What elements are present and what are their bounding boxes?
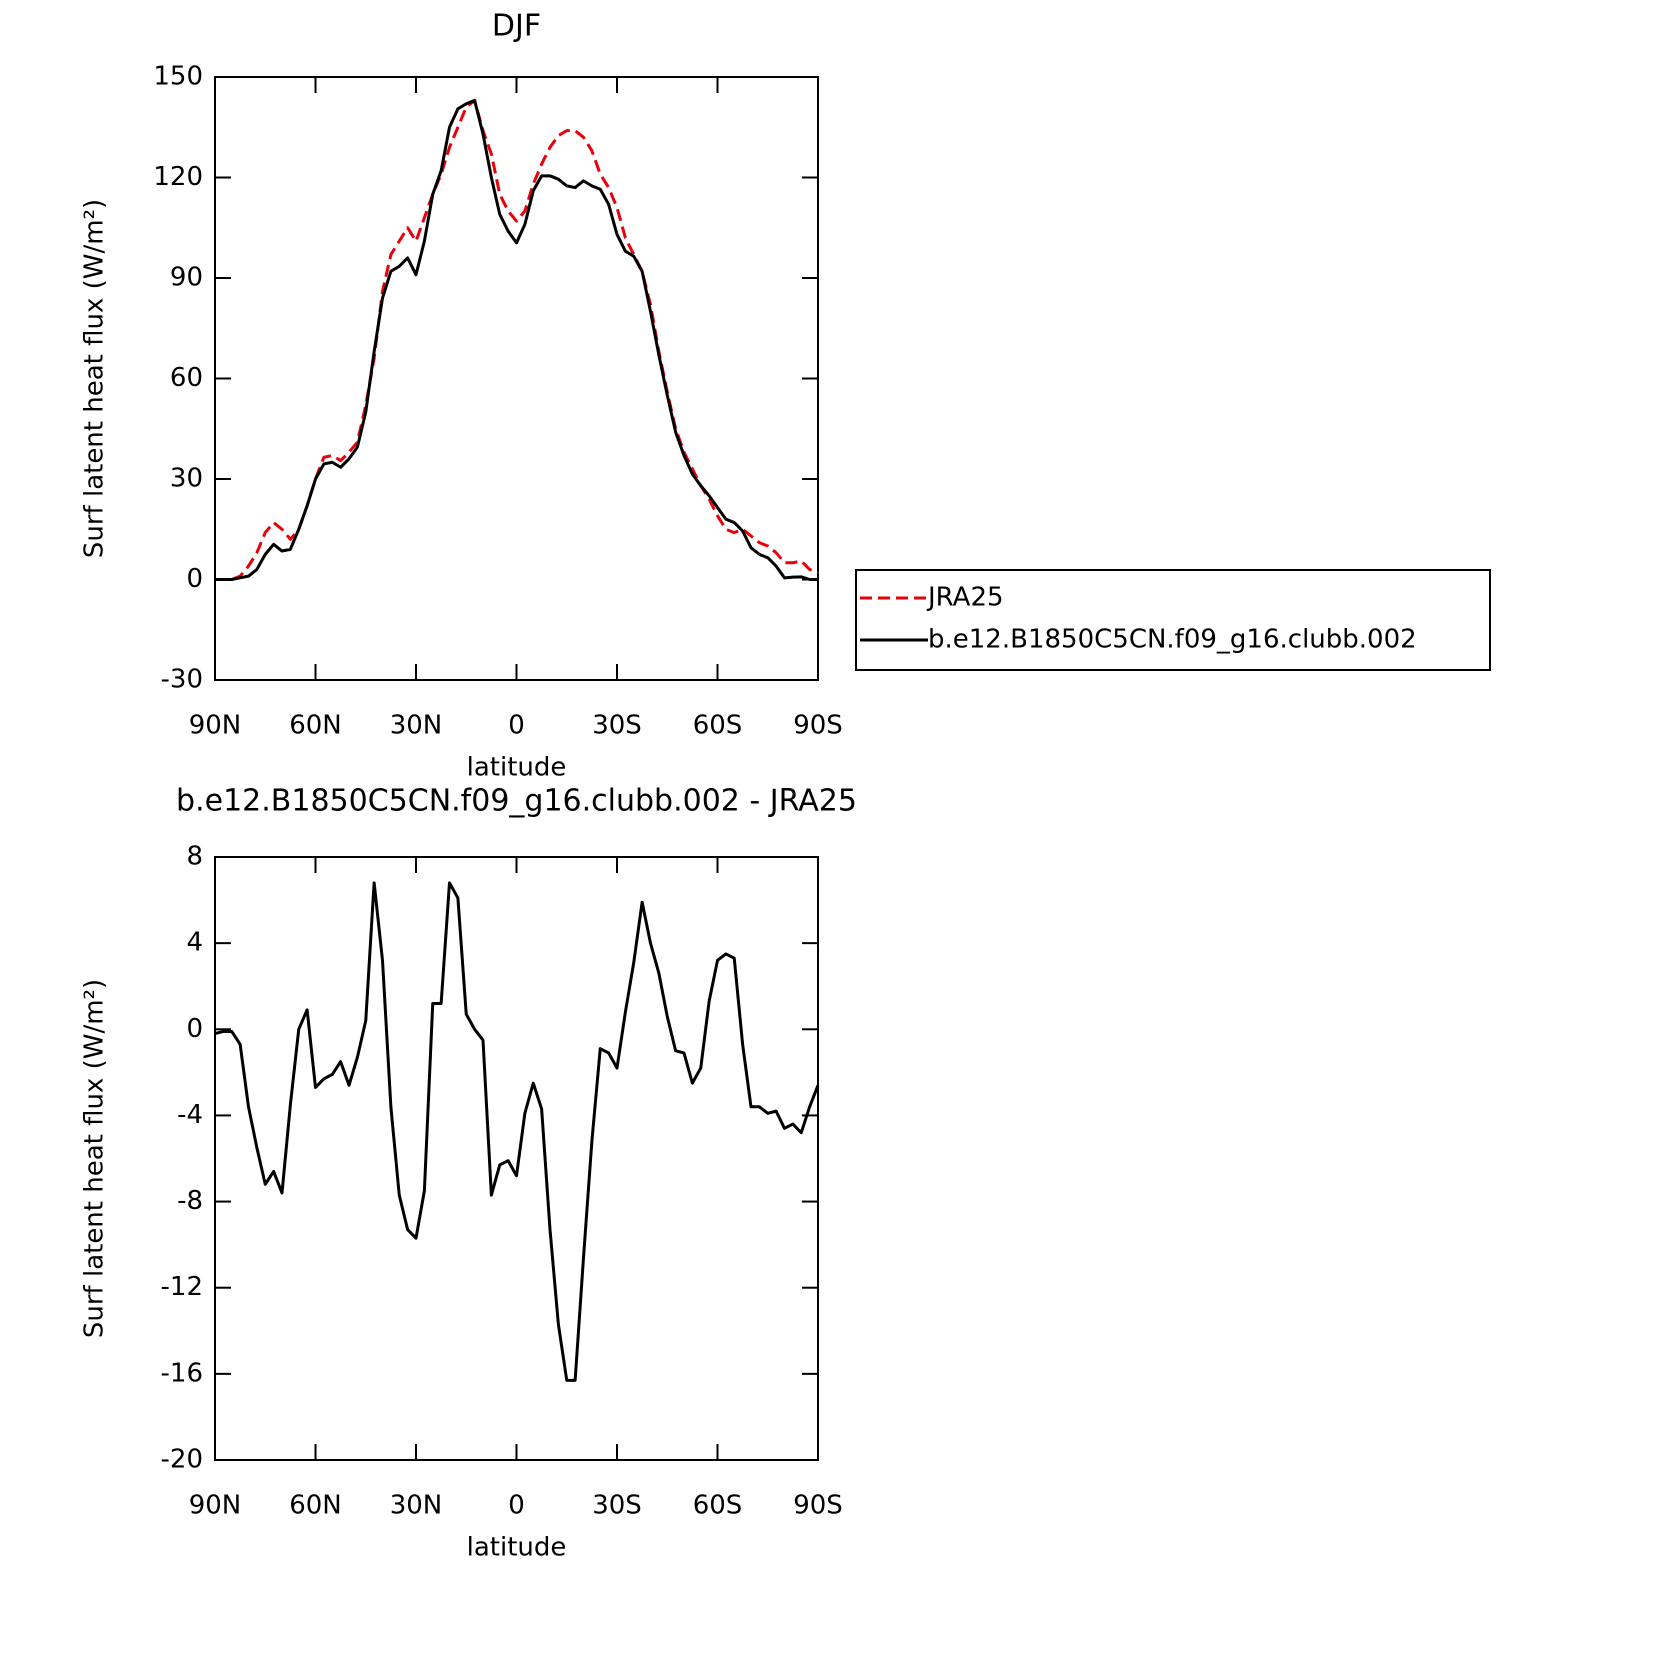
x-tick-label: 0 — [508, 1491, 525, 1521]
y-tick-label: -30 — [161, 665, 203, 695]
legend-box — [855, 569, 1491, 671]
y-tick-label: -20 — [161, 1445, 203, 1475]
x-tick-label: 30S — [592, 711, 642, 741]
x-tick-label: 30N — [390, 1491, 443, 1521]
data-line — [215, 98, 818, 581]
data-line — [214, 881, 820, 1382]
y-tick-label: -16 — [161, 1358, 203, 1388]
x-tick-label: 60S — [693, 711, 743, 741]
y-tick-label: -4 — [177, 1100, 203, 1130]
y-axis-label: Surf latent heat flux (W/m²) — [80, 979, 110, 1338]
plot-frame — [214, 856, 819, 1461]
x-tick-label: 30N — [390, 711, 443, 741]
y-tick-label: 90 — [170, 263, 203, 293]
legend-label: JRA25 — [926, 583, 1004, 613]
y-tick-label: -8 — [177, 1186, 203, 1216]
y-tick-label: 4 — [186, 928, 203, 958]
x-tick-label: 0 — [508, 711, 525, 741]
chart-title: DJF — [492, 9, 541, 44]
y-tick-label: 120 — [153, 162, 203, 192]
legend-label: b.e12.B1850C5CN.f09_g16.clubb.002 — [928, 625, 1417, 655]
y-tick-label: 0 — [186, 1014, 203, 1044]
x-tick-label: 60S — [693, 1491, 743, 1521]
y-tick-label: 60 — [170, 363, 203, 393]
x-tick-label: 90S — [793, 711, 843, 741]
y-tick-label: -12 — [161, 1272, 203, 1302]
y-tick-label: 150 — [153, 62, 203, 92]
chart-title: b.e12.B1850C5CN.f09_g16.clubb.002 - JRA2… — [176, 784, 857, 819]
x-tick-label: 30S — [592, 1491, 642, 1521]
plot-frame — [214, 76, 819, 681]
x-axis-label: latitude — [467, 1533, 567, 1563]
y-axis-label: Surf latent heat flux (W/m²) — [80, 199, 110, 558]
data-line — [215, 98, 819, 581]
x-tick-label: 90S — [793, 1491, 843, 1521]
x-tick-label: 60N — [289, 1491, 342, 1521]
y-tick-label: 8 — [186, 842, 203, 872]
x-axis-label: latitude — [467, 753, 567, 783]
x-tick-label: 60N — [289, 711, 342, 741]
x-tick-label: 90N — [189, 1491, 242, 1521]
x-tick-label: 90N — [189, 711, 242, 741]
y-tick-label: 30 — [170, 464, 203, 494]
y-tick-label: 0 — [186, 564, 203, 594]
